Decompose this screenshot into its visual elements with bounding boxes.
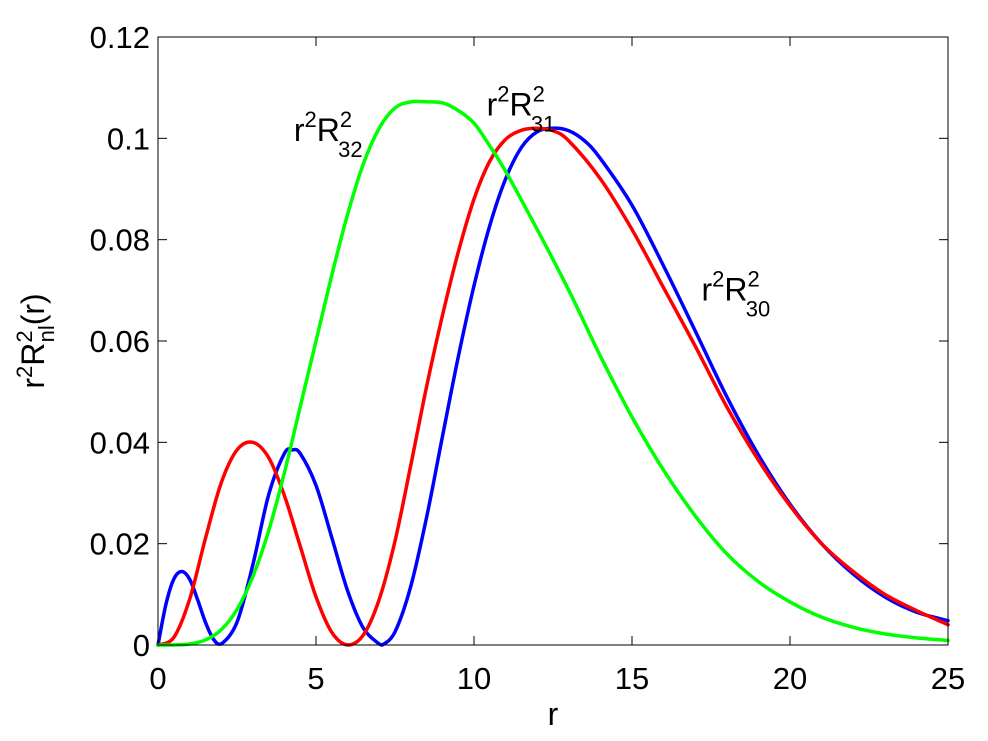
y-label-sup: 2 <box>12 330 37 342</box>
series-line-30 <box>156 126 950 647</box>
y-tick-label: 0.02 <box>90 527 150 562</box>
x-tick-label: 0 <box>149 661 166 696</box>
y-label-base: r <box>15 378 51 389</box>
series-line-32 <box>156 99 950 647</box>
x-tick-label: 15 <box>615 661 649 696</box>
x-tick-label: 20 <box>773 661 807 696</box>
curve-label-30: r2R2 30 <box>702 266 771 321</box>
y-tick-label: 0.12 <box>90 20 150 55</box>
y-label-sub: nl <box>34 325 59 342</box>
y-axis-label: r2R2nl(r) <box>12 293 59 388</box>
y-tick-label: 0.04 <box>90 425 150 460</box>
y-label-mid: R <box>15 343 51 366</box>
y-tick-label: 0.06 <box>90 324 150 359</box>
y-label-tail: (r) <box>15 293 51 325</box>
x-tick-label: 5 <box>307 661 324 696</box>
series-layer <box>156 99 950 647</box>
x-tick-label: 25 <box>931 661 965 696</box>
ticks-layer: 0 5 10 15 20 25 0 0.02 0.04 0.06 0.08 0.1 0.12 <box>90 20 966 696</box>
curve-label-32: r2R2 32 <box>294 107 363 162</box>
series-line-31 <box>156 126 950 647</box>
y-label-sup: 2 <box>12 366 37 378</box>
x-axis-label: r <box>548 696 559 732</box>
x-tick-label: 10 <box>457 661 491 696</box>
y-tick-label: 0.08 <box>90 223 150 258</box>
y-tick-label: 0 <box>133 628 150 663</box>
curve-label-31: r2R2 31 <box>487 82 556 137</box>
y-tick-label: 0.1 <box>107 121 150 156</box>
